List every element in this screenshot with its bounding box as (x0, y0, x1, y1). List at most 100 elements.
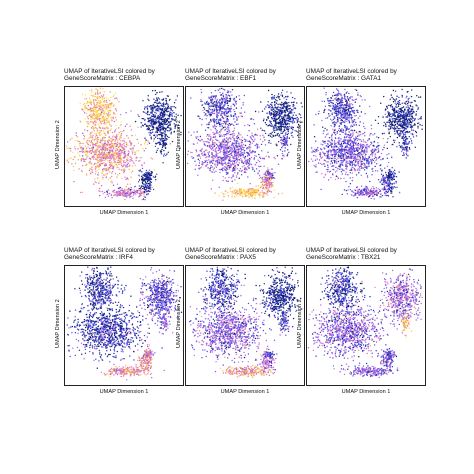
cell-point (285, 95, 287, 98)
cell-point (344, 88, 346, 91)
cell-point (114, 160, 116, 163)
cell-point (367, 139, 369, 142)
cell-point (98, 95, 100, 98)
cell-point (77, 140, 79, 143)
cell-point (118, 187, 120, 190)
cell-point (216, 112, 218, 114)
cell-point (238, 150, 240, 152)
cell-point (90, 132, 92, 135)
cell-point (236, 151, 238, 154)
cell-point (219, 149, 221, 151)
cell-point (195, 136, 197, 138)
cell-point (340, 97, 343, 99)
cell-point (94, 108, 96, 111)
cell-point (127, 162, 130, 164)
cell-point (258, 190, 260, 192)
cluster-rightMid (277, 127, 294, 160)
cell-point (123, 155, 126, 157)
cell-point (225, 96, 227, 98)
cell-point (242, 148, 244, 150)
cell-point (221, 162, 223, 165)
cell-point (215, 138, 217, 140)
cell-point (238, 138, 241, 140)
cell-point (281, 119, 284, 122)
cell-point (212, 105, 215, 108)
cell-point (227, 195, 230, 197)
cell-point (138, 115, 140, 118)
cell-point (77, 136, 79, 138)
cell-point (223, 123, 225, 125)
cell-point (165, 123, 167, 126)
cell-point (337, 97, 340, 100)
cell-point (162, 139, 164, 141)
cell-point (208, 122, 210, 124)
cell-point (117, 166, 119, 169)
cell-point (256, 134, 258, 136)
cell-point (90, 171, 92, 173)
cell-point (110, 147, 113, 149)
cell-point (218, 119, 220, 121)
cell-point (243, 94, 245, 97)
cell-point (264, 122, 267, 124)
cell-point (250, 118, 253, 120)
cell-point (115, 97, 118, 99)
cell-point (258, 111, 260, 113)
cell-point (105, 112, 107, 114)
cell-point (96, 153, 98, 156)
cell-point (258, 193, 260, 196)
cell-point (150, 132, 152, 134)
cell-point (114, 150, 117, 152)
cell-point (286, 155, 288, 157)
cell-point (334, 123, 336, 126)
cell-point (332, 108, 334, 110)
cell-point (104, 174, 106, 177)
cell-point (226, 165, 229, 167)
cell-point (249, 148, 251, 150)
cell-point (118, 133, 120, 136)
cell-point (141, 171, 143, 173)
cell-point (339, 112, 342, 114)
cell-point (231, 123, 233, 125)
cell-point (283, 140, 285, 142)
cell-point (103, 100, 105, 102)
cell-point (344, 96, 346, 99)
cell-point (105, 101, 108, 103)
cell-point (143, 150, 145, 152)
cell-point (207, 109, 210, 111)
cell-point (280, 109, 282, 112)
cell-point (205, 165, 207, 167)
cell-point (284, 144, 286, 146)
cell-point (250, 146, 252, 148)
cell-point (275, 119, 277, 121)
cell-point (270, 191, 272, 193)
cell-point (110, 128, 113, 130)
cell-point (97, 147, 99, 149)
cell-point (219, 123, 221, 126)
cell-point (118, 138, 121, 140)
cell-point (246, 155, 249, 157)
cell-point (271, 124, 273, 126)
cell-point (93, 139, 95, 141)
cell-point (274, 129, 276, 132)
cell-point (284, 102, 287, 105)
cell-point (111, 120, 113, 122)
cell-point (329, 110, 332, 112)
cell-point (291, 117, 294, 120)
cell-point (155, 179, 157, 181)
cell-point (87, 101, 89, 104)
cell-point (287, 104, 289, 106)
cell-point (253, 123, 256, 125)
cell-point (161, 91, 163, 93)
cell-point (226, 99, 229, 102)
cell-point (151, 186, 153, 189)
cell-point (148, 141, 150, 143)
cell-point (194, 168, 196, 170)
cell-point (96, 128, 98, 130)
cell-point (217, 112, 219, 115)
cell-point (351, 96, 354, 98)
cell-point (290, 119, 292, 121)
cell-point (282, 145, 284, 147)
cell-point (200, 166, 203, 168)
cell-point (330, 125, 332, 127)
cell-point (153, 115, 155, 117)
